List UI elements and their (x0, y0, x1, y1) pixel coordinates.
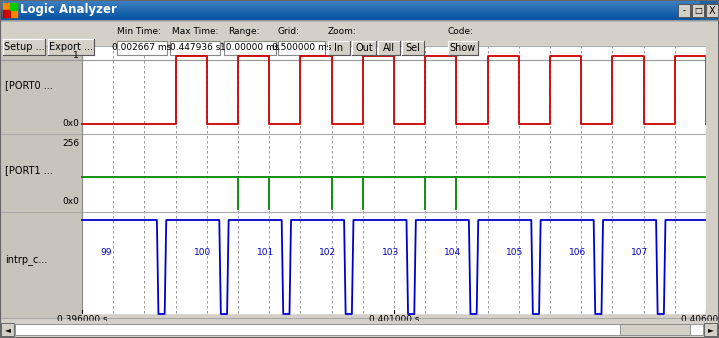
Bar (0, 15, 700, 16)
Bar (0, 5, 700, 6)
Bar (0, 0, 700, 1)
Bar (706, 4, 718, 17)
Bar (3, 10, 10, 17)
Text: Sel: Sel (406, 43, 421, 53)
Text: 1: 1 (73, 51, 79, 61)
Bar (678, 4, 690, 17)
Bar (700, 0, 719, 20)
Bar (224, 41, 276, 55)
Text: 102: 102 (319, 248, 336, 257)
Bar (0, 20, 719, 60)
Text: 99: 99 (101, 248, 112, 257)
Text: [PORT0 ...: [PORT0 ... (5, 80, 52, 90)
Bar (704, 323, 717, 336)
Text: 0x0: 0x0 (62, 120, 79, 128)
Bar (0, 1, 700, 2)
Bar (0, 212, 82, 318)
Text: 0.500000 ms: 0.500000 ms (272, 44, 331, 52)
Text: Zoom:: Zoom: (328, 26, 357, 35)
Text: Code:: Code: (448, 26, 474, 35)
Bar (0, 4, 700, 5)
Text: 106: 106 (569, 248, 586, 257)
Bar (0, 10, 700, 11)
Bar (0, 11, 700, 12)
Bar (0, 13, 700, 14)
Bar (170, 41, 220, 55)
Bar (0, 3, 700, 4)
Bar (0, 14, 700, 15)
Bar (328, 41, 350, 55)
Bar (402, 41, 424, 55)
Bar (692, 4, 704, 17)
Bar (378, 41, 400, 55)
Bar (0, 2, 700, 3)
Text: 0.406000 s: 0.406000 s (681, 315, 719, 324)
Text: Min Time:: Min Time: (117, 26, 161, 35)
Bar (117, 41, 167, 55)
Bar (0, 16, 700, 17)
Text: Export ...: Export ... (49, 42, 93, 52)
Bar (448, 41, 478, 55)
Text: 256: 256 (62, 140, 79, 148)
Text: ◄: ◄ (4, 325, 11, 334)
Text: All: All (383, 43, 395, 53)
Bar (0, 7, 700, 8)
Bar (0, 8, 700, 9)
Text: □: □ (694, 6, 702, 15)
Text: 100: 100 (194, 248, 211, 257)
Text: 0.447936 s: 0.447936 s (170, 44, 220, 52)
Bar (278, 41, 325, 55)
Text: 103: 103 (382, 248, 399, 257)
Bar (620, 324, 690, 335)
Text: Range:: Range: (228, 26, 260, 35)
Text: In: In (334, 43, 344, 53)
Bar (1, 323, 14, 336)
Bar (3, 3, 17, 17)
Bar (706, 46, 719, 313)
Text: ►: ► (707, 325, 713, 334)
Text: Logic Analyzer: Logic Analyzer (20, 3, 117, 17)
Bar (0, 17, 700, 18)
Bar (15, 324, 703, 335)
Text: 10.00000 ms: 10.00000 ms (220, 44, 280, 52)
Bar (0, 46, 82, 134)
Text: Show: Show (450, 43, 476, 53)
Bar (0, 6, 700, 7)
Text: Out: Out (355, 43, 373, 53)
Text: 0.401000 s: 0.401000 s (369, 315, 419, 324)
Text: -: - (682, 6, 685, 15)
Bar (352, 41, 376, 55)
Text: 0.002667 ms: 0.002667 ms (112, 44, 172, 52)
Bar (0, 321, 719, 338)
Bar (0, 12, 700, 13)
Text: 107: 107 (631, 248, 649, 257)
Text: 0.396000 s: 0.396000 s (57, 315, 107, 324)
Bar (0, 19, 700, 20)
Text: Setup ...: Setup ... (4, 42, 45, 52)
Text: 0x0: 0x0 (62, 197, 79, 207)
Text: Max Time:: Max Time: (172, 26, 219, 35)
Text: intrp_c...: intrp_c... (5, 255, 47, 265)
Text: Grid:: Grid: (278, 26, 300, 35)
Text: [PORT1 ...: [PORT1 ... (5, 165, 52, 175)
Text: 104: 104 (444, 248, 461, 257)
Text: 105: 105 (506, 248, 523, 257)
Bar (3, 39, 45, 55)
Text: X: X (709, 5, 715, 16)
Bar (82, 46, 706, 313)
Bar (10, 3, 17, 10)
Bar (0, 134, 82, 212)
Bar (0, 18, 700, 19)
Text: 101: 101 (257, 248, 274, 257)
Bar (48, 39, 94, 55)
Bar (0, 9, 700, 10)
